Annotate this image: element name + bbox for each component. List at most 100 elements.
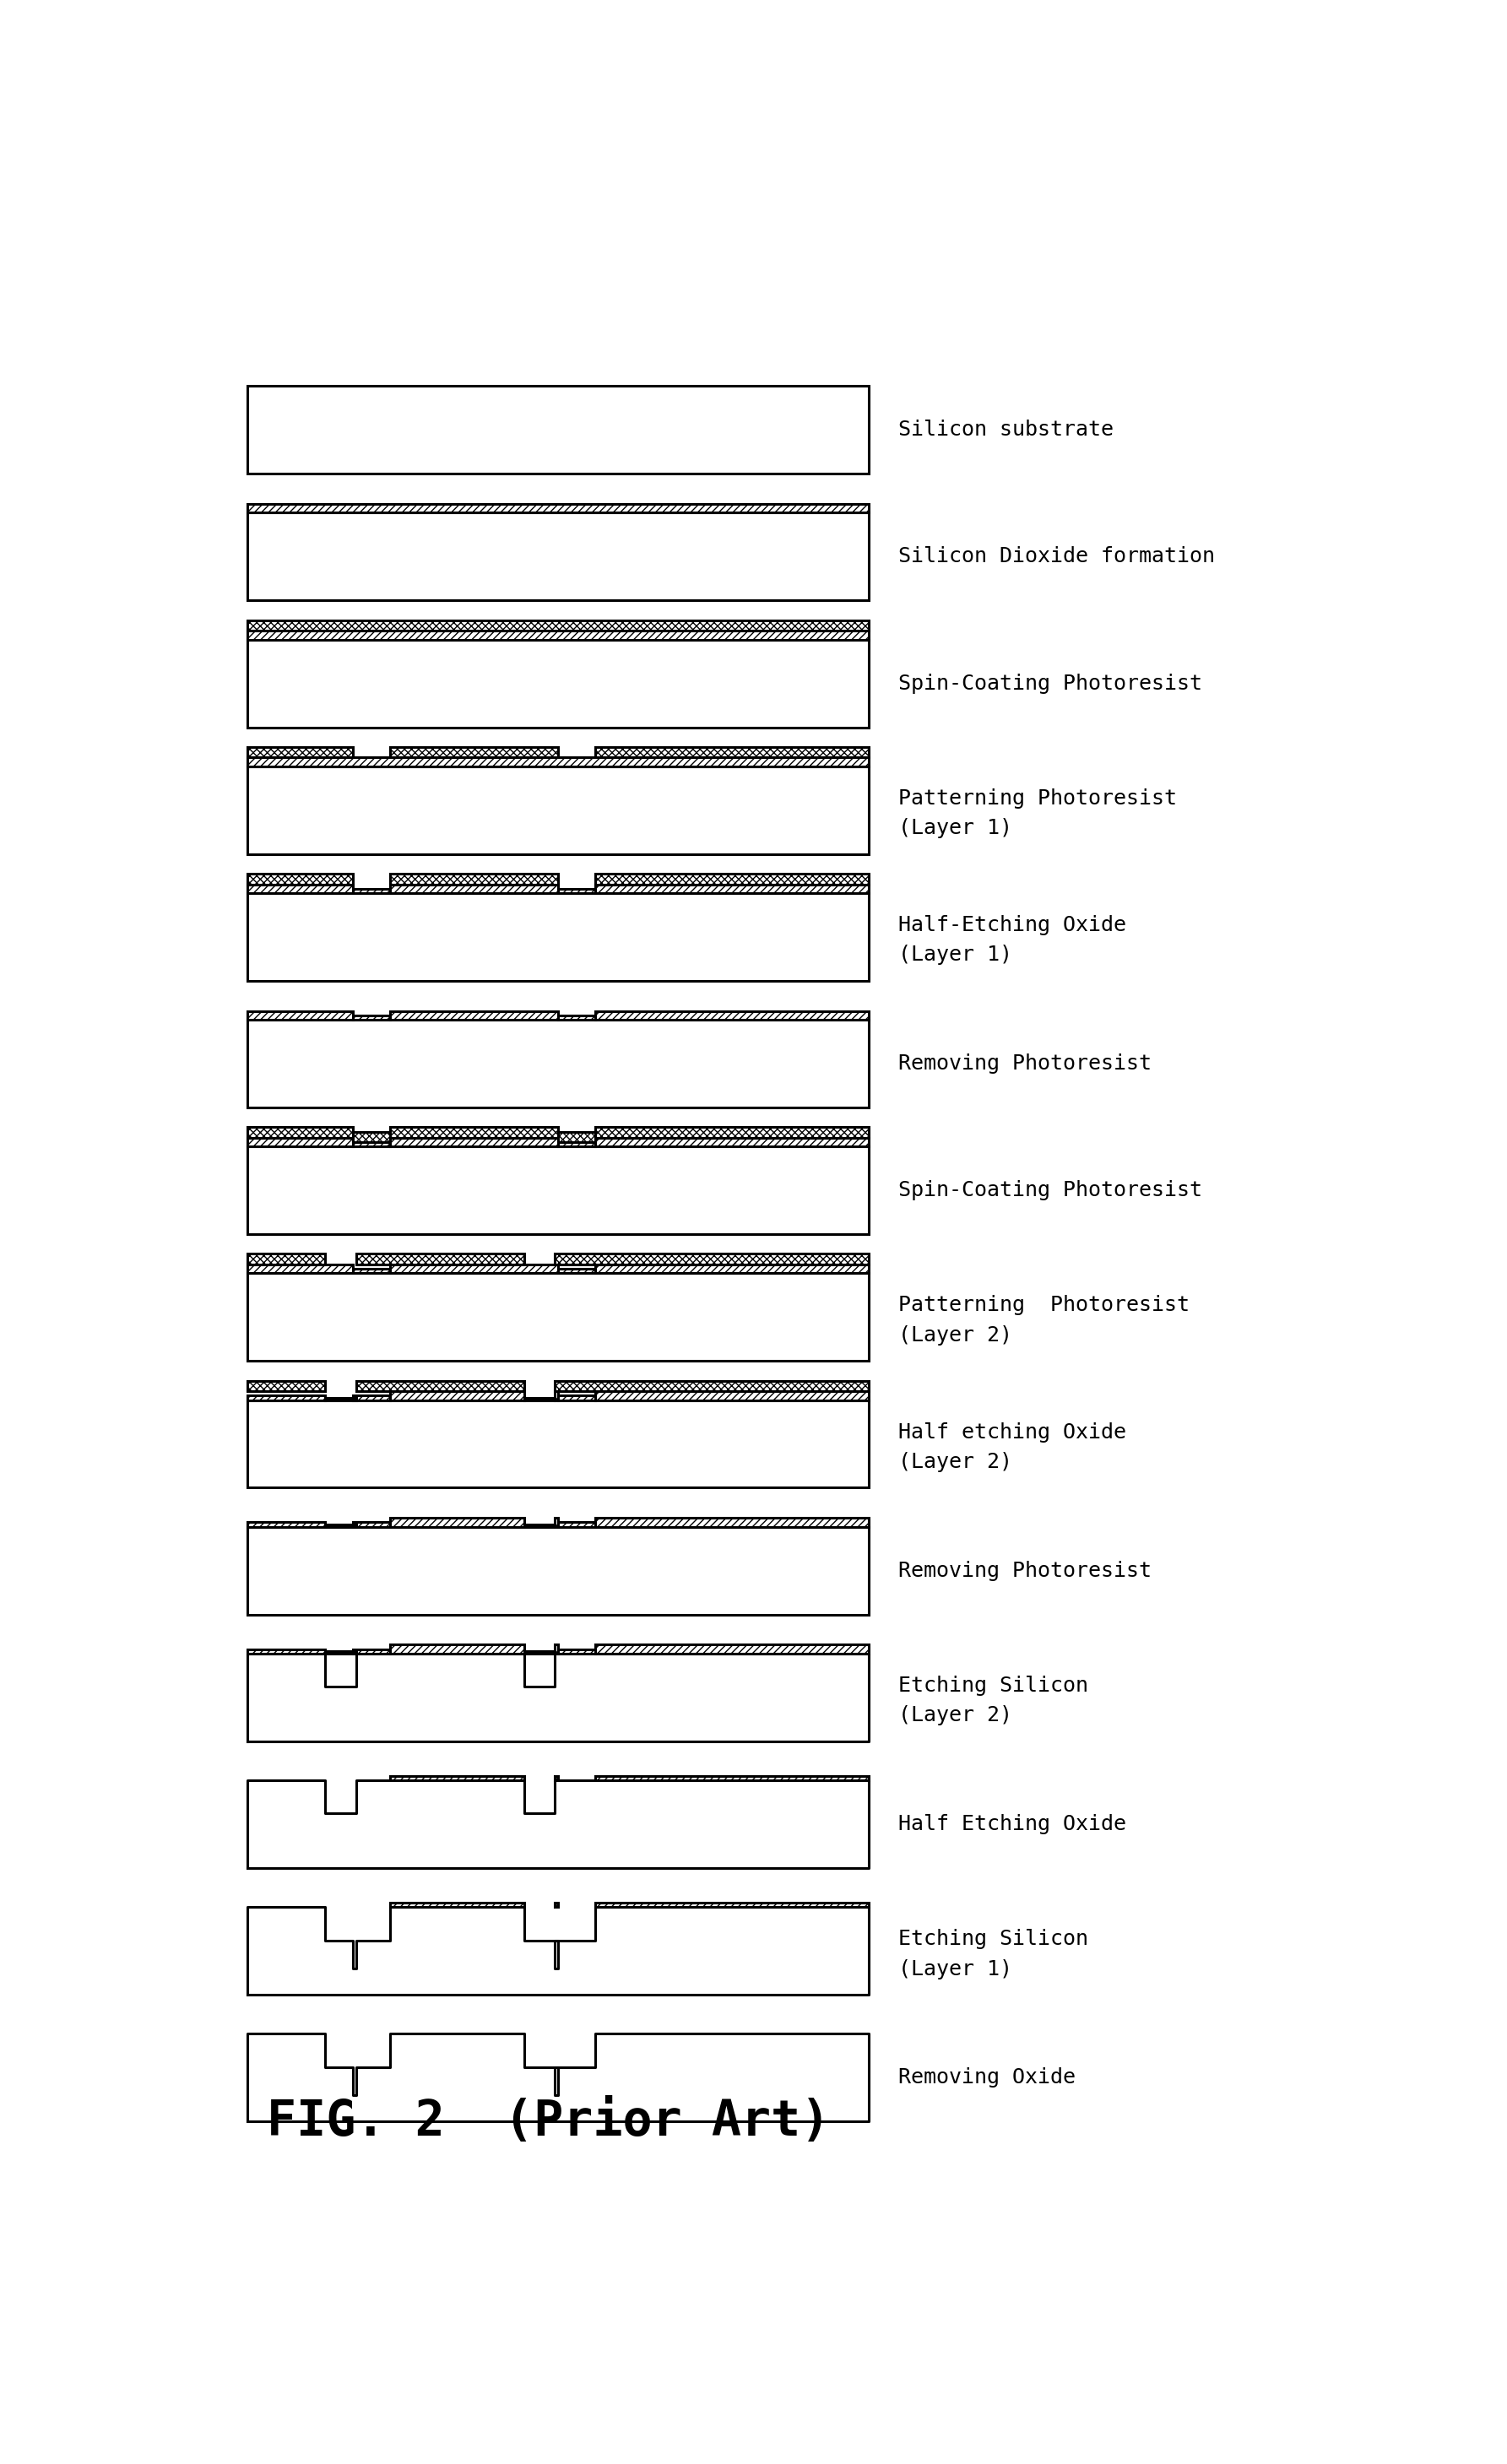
- Text: Half etching Oxide: Half etching Oxide: [898, 1422, 1126, 1441]
- Text: (Layer 1): (Layer 1): [898, 818, 1013, 838]
- Text: Removing Oxide: Removing Oxide: [898, 2067, 1076, 2087]
- Bar: [595, 1126, 870, 1138]
- Bar: [247, 1523, 326, 1528]
- Bar: [247, 885, 353, 892]
- Text: Removing Photoresist: Removing Photoresist: [898, 1560, 1151, 1582]
- Bar: [247, 1528, 870, 1614]
- Bar: [247, 1020, 870, 1106]
- Bar: [558, 1395, 595, 1400]
- Bar: [353, 1523, 390, 1528]
- Bar: [390, 1126, 558, 1138]
- Bar: [595, 1138, 870, 1146]
- Text: Spin-Coating Photoresist: Spin-Coating Photoresist: [898, 1180, 1203, 1200]
- Bar: [595, 1392, 870, 1400]
- Text: (Layer 2): (Layer 2): [898, 1451, 1013, 1471]
- Bar: [353, 1395, 390, 1400]
- Text: (Layer 1): (Layer 1): [898, 1959, 1013, 1979]
- Bar: [247, 1264, 353, 1274]
- Bar: [555, 1392, 558, 1400]
- Bar: [595, 1643, 870, 1653]
- Bar: [390, 1902, 524, 1907]
- Bar: [247, 747, 353, 756]
- Bar: [558, 1269, 595, 1274]
- Bar: [555, 1902, 558, 1907]
- Bar: [247, 513, 870, 601]
- Text: Half-Etching Oxide: Half-Etching Oxide: [898, 914, 1126, 936]
- Bar: [247, 1380, 326, 1392]
- Bar: [558, 1131, 595, 1143]
- Bar: [558, 1015, 595, 1020]
- Text: Spin-Coating Photoresist: Spin-Coating Photoresist: [898, 673, 1203, 692]
- Text: Etching Silicon: Etching Silicon: [898, 1676, 1088, 1695]
- Bar: [353, 1015, 390, 1020]
- Bar: [247, 1400, 870, 1488]
- Bar: [247, 1126, 353, 1138]
- Bar: [558, 890, 595, 892]
- Bar: [558, 1523, 595, 1528]
- Bar: [390, 1010, 558, 1020]
- Bar: [353, 1143, 390, 1146]
- Bar: [558, 1143, 595, 1146]
- Bar: [390, 1264, 558, 1274]
- Bar: [555, 1643, 558, 1653]
- Bar: [390, 875, 558, 885]
- Bar: [390, 885, 558, 892]
- Bar: [353, 1648, 390, 1653]
- Bar: [356, 1380, 524, 1392]
- Polygon shape: [247, 1907, 870, 1996]
- Bar: [595, 875, 870, 885]
- Bar: [247, 1648, 326, 1653]
- Polygon shape: [247, 1779, 870, 1868]
- Text: Silicon substrate: Silicon substrate: [898, 419, 1114, 441]
- Bar: [247, 1395, 326, 1400]
- Bar: [353, 1131, 390, 1143]
- Text: Removing Photoresist: Removing Photoresist: [898, 1055, 1151, 1074]
- Bar: [595, 747, 870, 756]
- Bar: [247, 875, 353, 885]
- Bar: [353, 890, 390, 892]
- Bar: [595, 1010, 870, 1020]
- Bar: [555, 1777, 558, 1779]
- Bar: [247, 1010, 353, 1020]
- Bar: [247, 641, 870, 727]
- Bar: [247, 766, 870, 855]
- Bar: [247, 1254, 326, 1264]
- Bar: [595, 1518, 870, 1528]
- Polygon shape: [247, 1653, 870, 1742]
- Bar: [247, 621, 870, 631]
- Bar: [595, 1777, 870, 1779]
- Text: FIG. 2  (Prior Art): FIG. 2 (Prior Art): [267, 2097, 830, 2146]
- Bar: [247, 1146, 870, 1234]
- Text: (Layer 1): (Layer 1): [898, 946, 1013, 966]
- Bar: [247, 892, 870, 981]
- Bar: [595, 1264, 870, 1274]
- Bar: [247, 387, 870, 473]
- Bar: [390, 1518, 524, 1528]
- Bar: [555, 1380, 870, 1392]
- Text: Patterning Photoresist: Patterning Photoresist: [898, 788, 1177, 808]
- Bar: [390, 1777, 524, 1779]
- Bar: [247, 631, 870, 641]
- Bar: [356, 1254, 524, 1264]
- Text: (Layer 2): (Layer 2): [898, 1326, 1013, 1345]
- Bar: [353, 1269, 390, 1274]
- Text: Silicon Dioxide formation: Silicon Dioxide formation: [898, 547, 1215, 567]
- Text: Half Etching Oxide: Half Etching Oxide: [898, 1814, 1126, 1833]
- Bar: [595, 1902, 870, 1907]
- Text: (Layer 2): (Layer 2): [898, 1705, 1013, 1725]
- Bar: [247, 1274, 870, 1360]
- Polygon shape: [247, 2033, 870, 2122]
- Bar: [595, 885, 870, 892]
- Bar: [247, 505, 870, 513]
- Bar: [558, 1648, 595, 1653]
- Text: Etching Silicon: Etching Silicon: [898, 1929, 1088, 1949]
- Text: Patterning  Photoresist: Patterning Photoresist: [898, 1296, 1189, 1316]
- Bar: [390, 747, 558, 756]
- Bar: [390, 1138, 558, 1146]
- Bar: [390, 1643, 524, 1653]
- Bar: [555, 1518, 558, 1528]
- Bar: [390, 1392, 524, 1400]
- Bar: [247, 756, 870, 766]
- Bar: [247, 1138, 353, 1146]
- Bar: [555, 1254, 870, 1264]
